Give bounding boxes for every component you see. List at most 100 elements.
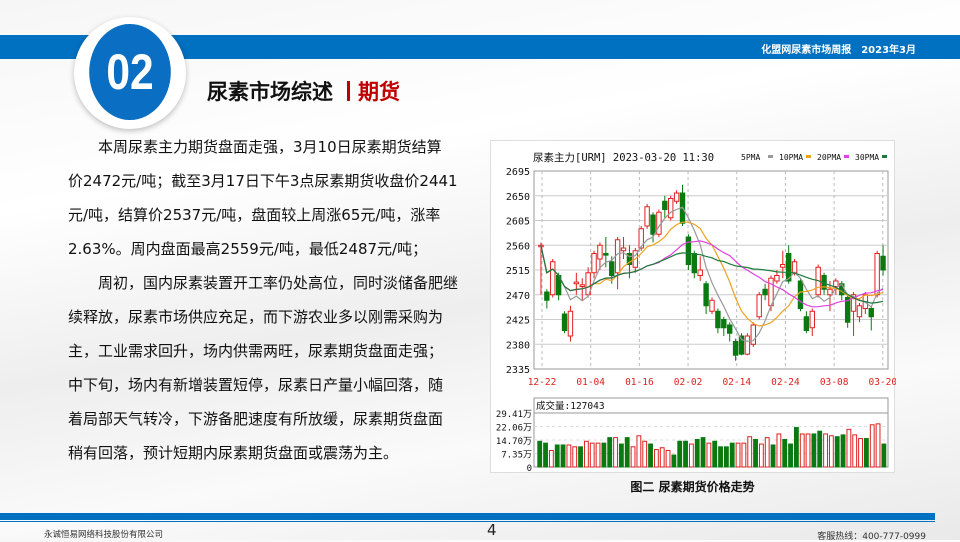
candle-body: [650, 214, 656, 235]
x-tick-label: 03-20: [869, 377, 896, 388]
legend-label: 20PMA: [817, 153, 841, 162]
candle-body: [797, 280, 804, 309]
candle-body: [561, 313, 568, 331]
volume-bar: [630, 446, 636, 468]
candle-body: [744, 335, 751, 355]
footer-line: [0, 521, 935, 522]
volume-bar: [776, 433, 782, 468]
candle-body: [850, 294, 857, 312]
candle-body: [715, 310, 721, 329]
candle-body: [573, 281, 580, 285]
candle-body: [603, 253, 609, 256]
text-line: 元/吨，结算价2537元/吨，盘面较上周涨65元/吨，涨率: [68, 206, 441, 224]
candle-body: [662, 200, 668, 210]
candle-body: [609, 261, 615, 276]
volume-bar: [554, 444, 560, 468]
candle-body: [579, 284, 585, 288]
volume-bar: [688, 443, 694, 468]
y-tick-label: 2380: [506, 340, 530, 351]
candle-body: [656, 211, 662, 235]
volume-bar: [613, 437, 618, 468]
legend-swatch: [844, 155, 849, 158]
volume-bar: [560, 444, 566, 468]
volume-bar: [758, 443, 764, 468]
x-tick-label: 02-02: [674, 377, 703, 388]
y-tick-label: 2515: [506, 266, 530, 277]
report-title: 化盟网尿素市场周报 2023年3月: [761, 45, 916, 56]
volume-bar: [706, 442, 712, 468]
volume-bar: [642, 440, 648, 468]
candle-body: [726, 324, 733, 334]
company-name: 永诚恒易网络科技股份有限公司: [44, 530, 164, 540]
candle-body: [544, 291, 550, 301]
text-line: 着局部天气转冷，下游备肥速度有所放缓，尿素期货盘面: [68, 410, 444, 428]
y-tick-label: 2425: [506, 316, 530, 327]
volume-bar: [589, 442, 595, 468]
candle-body: [567, 310, 574, 337]
y-tick-label: 2650: [506, 192, 530, 203]
volume-bar: [677, 440, 683, 468]
x-tick-label: 01-04: [576, 377, 605, 388]
candle-body: [844, 297, 851, 323]
volume-bar: [805, 433, 811, 468]
legend-swatch: [882, 155, 887, 158]
legend-swatch: [806, 155, 811, 158]
candle-body: [803, 316, 810, 331]
volume-bar: [665, 449, 671, 468]
volume-bar: [753, 438, 758, 468]
volume-bar: [572, 446, 578, 468]
volume-bar: [648, 443, 653, 468]
candle-body: [809, 310, 815, 329]
volume-bar: [799, 433, 805, 468]
candle-body: [620, 247, 627, 252]
text-line: 稍有回落，预计短期内尿素期货盘面或震荡为主。: [68, 444, 399, 462]
candle-body: [880, 255, 886, 271]
candle-body: [868, 308, 874, 318]
legend-label: 30PMA: [855, 153, 879, 162]
text-line: 本周尿素主力期货盘面走强，3月10日尿素期货结算: [68, 138, 442, 156]
volume-tick-label: 7.35万: [501, 451, 532, 461]
volume-bar: [741, 442, 747, 468]
section-number: 02: [89, 24, 171, 120]
volume-bar: [735, 442, 741, 468]
candle-body: [709, 299, 715, 312]
volume-bar: [700, 437, 706, 468]
y-tick-label: 2605: [506, 217, 530, 228]
x-tick-label: 03-08: [820, 377, 849, 388]
candle-body: [685, 236, 692, 265]
volume-bar: [817, 430, 823, 468]
volume-bar: [875, 423, 881, 468]
x-tick-label: 01-16: [625, 377, 654, 388]
candle-body: [626, 253, 633, 265]
volume-bar: [846, 428, 852, 468]
candle-body: [668, 198, 674, 219]
page-title: 尿素市场综述 期货: [207, 76, 400, 106]
volume-bar: [578, 446, 583, 468]
candle-body: [750, 324, 756, 345]
volume-bar: [729, 442, 735, 468]
text-line: 周初，国内尿素装置开工率仍处高位，同时淡储备肥继: [68, 274, 459, 292]
candle-body: [591, 253, 597, 274]
volume-bar: [788, 443, 793, 468]
volume-bar: [683, 440, 688, 468]
y-tick-label: 2695: [506, 167, 530, 178]
body-text: 本周尿素主力期货盘面走强，3月10日尿素期货结算 价2472元/吨；截至3月17…: [68, 133, 478, 473]
volume-bar: [718, 446, 723, 468]
title-sub: 期货: [358, 80, 400, 104]
volume-bar: [607, 437, 613, 468]
volume-bar: [566, 444, 572, 468]
volume-bar: [793, 427, 799, 468]
y-tick-label: 2560: [506, 241, 530, 252]
candle-body: [833, 280, 839, 287]
volume-bar: [828, 435, 834, 468]
candle-body: [780, 264, 786, 268]
page-number: 4: [487, 521, 497, 539]
volume-bar: [840, 434, 846, 468]
candle-body: [732, 341, 739, 356]
volume-bar: [747, 436, 753, 468]
volume-bar: [636, 435, 642, 468]
volume-bar: [852, 434, 858, 468]
candle-body: [638, 228, 644, 249]
hotline: 客服热线：400-777-0999: [817, 532, 926, 542]
text-line: 续释放，尿素市场供应充足，而下游农业多以刚需采购为: [68, 308, 444, 326]
